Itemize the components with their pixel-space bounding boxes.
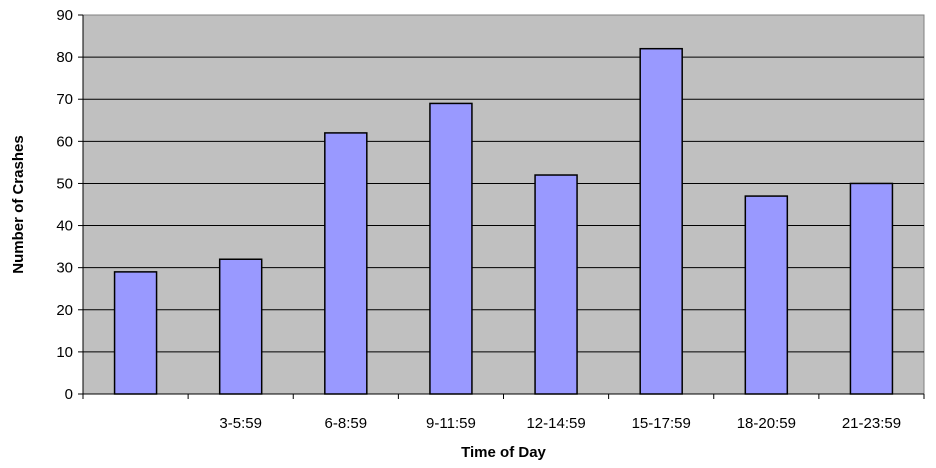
y-tick-label: 40: [56, 218, 73, 235]
x-tick-label: 3-5:59: [219, 415, 262, 432]
plot-area: [82, 14, 925, 395]
y-tick-label: 10: [56, 344, 73, 361]
x-tick-label: 15-17:59: [632, 415, 691, 432]
y-tick-label: 50: [56, 175, 73, 192]
y-axis-title: Number of Crashes: [10, 135, 27, 273]
x-tick-label: 12-14:59: [526, 415, 585, 432]
x-tick-label: 18-20:59: [737, 415, 796, 432]
y-tick-label: 20: [56, 302, 73, 319]
y-tick-label: 30: [56, 260, 73, 277]
bar: [324, 132, 368, 395]
bar: [639, 47, 683, 395]
bar: [744, 195, 789, 395]
y-axis-ticks: 0 10 20 30 40 50 60 70 80 90: [56, 7, 83, 403]
y-tick-label: 0: [65, 386, 73, 403]
bar: [849, 182, 894, 395]
x-axis-title: Time of Day: [461, 444, 546, 461]
y-tick-label: 70: [56, 91, 73, 108]
bar: [218, 258, 263, 395]
bar: [534, 174, 578, 395]
bars: [113, 47, 894, 395]
x-axis-ticks: 3-5:59 6-8:59 9-11:59 12-14:59 15-17:59 18-20…: [82, 394, 925, 432]
y-tick-label: 60: [56, 133, 73, 150]
x-tick-label: 9-11:59: [426, 415, 476, 432]
bar: [429, 102, 473, 395]
x-tick-label: 21-23:59: [842, 415, 901, 432]
bar: [113, 271, 158, 395]
y-tick-label: 90: [56, 7, 73, 24]
x-tick-label: 6-8:59: [325, 415, 368, 432]
y-tick-label: 80: [56, 49, 73, 66]
